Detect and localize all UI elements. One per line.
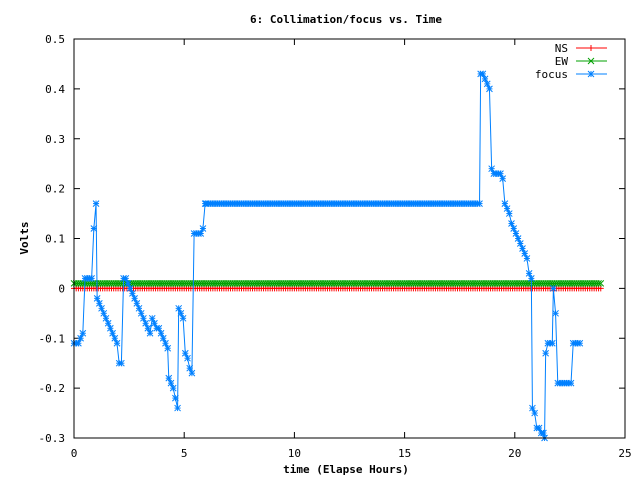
series-focus: [70, 70, 584, 442]
data-point-focus: [542, 349, 550, 357]
data-point-focus: [525, 270, 533, 277]
x-tick-label: 5: [181, 447, 188, 460]
x-tick-label: 0: [71, 447, 78, 460]
data-point-focus: [567, 379, 575, 387]
data-point-focus: [118, 359, 125, 367]
y-axis-label: Volts: [18, 221, 31, 254]
y-tick-label: 0.3: [45, 133, 65, 146]
x-tick-label: 25: [618, 447, 631, 460]
data-point-focus: [155, 324, 163, 332]
x-tick-label: 10: [288, 447, 301, 460]
chart-title: 6: Collimation/focus vs. Time: [250, 13, 442, 26]
data-point-focus: [90, 225, 98, 232]
data-point-focus: [550, 285, 557, 292]
data-point-focus: [79, 329, 87, 337]
data-point-focus: [188, 369, 196, 377]
legend-label: focus: [535, 68, 568, 81]
data-point-focus: [527, 275, 535, 282]
y-tick-label: 0.1: [45, 233, 65, 246]
series-NS: [71, 285, 604, 292]
y-tick-label: 0: [58, 282, 65, 295]
y-tick-label: 0.4: [45, 83, 65, 96]
data-point-focus: [529, 404, 536, 412]
data-point-focus: [505, 210, 513, 217]
y-tick-label: -0.1: [39, 332, 66, 345]
data-point-focus: [113, 339, 121, 347]
data-point-focus: [88, 275, 95, 282]
data-point-focus: [140, 314, 147, 322]
data-point-focus: [552, 309, 559, 317]
data-point-focus: [548, 339, 556, 347]
x-tick-label: 20: [508, 447, 521, 460]
data-point-focus: [164, 344, 172, 352]
data-point-focus: [179, 314, 187, 322]
y-tick-label: 0.2: [45, 183, 65, 196]
data-point-focus: [159, 334, 167, 342]
data-point-focus: [523, 255, 531, 262]
data-point-focus: [516, 240, 524, 247]
data-point-EW: [595, 280, 602, 287]
data-point-focus: [199, 225, 207, 232]
y-tick-label: -0.2: [39, 382, 66, 395]
data-point-focus: [92, 200, 100, 207]
data-point-NS: [597, 285, 604, 292]
series-EW: [70, 280, 605, 287]
plot-border: [73, 38, 626, 439]
data-point-focus: [172, 394, 179, 402]
y-tick-label: 0.5: [45, 33, 65, 46]
legend-marker: [587, 70, 595, 78]
data-point-focus: [540, 429, 547, 437]
data-point-focus: [144, 324, 152, 332]
legend-label: NS: [555, 42, 568, 55]
data-point-focus: [169, 384, 177, 392]
data-point-focus: [174, 404, 181, 412]
x-axis-label: time (Elapse Hours): [283, 463, 409, 476]
plot-area: [70, 70, 605, 442]
legend-label: EW: [555, 55, 569, 68]
legend-marker: [588, 45, 594, 51]
data-point-focus: [184, 354, 191, 362]
data-point-focus: [576, 339, 584, 347]
data-point-focus: [181, 349, 189, 357]
data-point-focus: [481, 75, 489, 83]
data-point-focus: [476, 200, 483, 207]
x-tick-label: 15: [398, 447, 411, 460]
legend-marker: [587, 57, 595, 65]
data-point-focus: [531, 409, 538, 417]
data-point-focus: [486, 85, 493, 93]
data-point-focus: [499, 175, 507, 183]
data-point-EW: [597, 280, 605, 287]
y-tick-label: -0.3: [39, 432, 66, 445]
data-point-focus: [146, 329, 154, 337]
